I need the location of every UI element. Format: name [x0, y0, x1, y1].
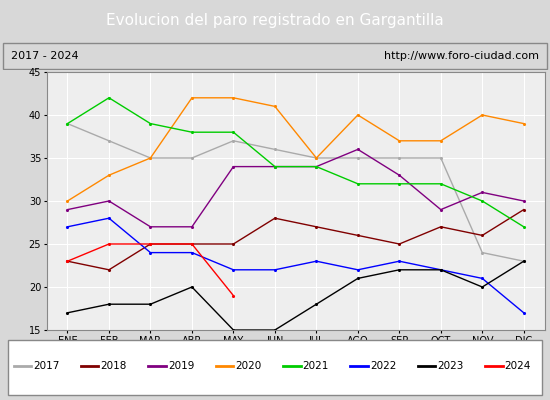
Text: http://www.foro-ciudad.com: http://www.foro-ciudad.com [384, 51, 539, 61]
Text: 2023: 2023 [437, 361, 464, 371]
Text: 2024: 2024 [505, 361, 531, 371]
Text: 2020: 2020 [235, 361, 261, 371]
Text: 2022: 2022 [370, 361, 397, 371]
Text: 2017 - 2024: 2017 - 2024 [11, 51, 79, 61]
Text: 2019: 2019 [168, 361, 194, 371]
Text: Evolucion del paro registrado en Gargantilla: Evolucion del paro registrado en Gargant… [106, 14, 444, 28]
Text: 2021: 2021 [302, 361, 329, 371]
Text: 2018: 2018 [101, 361, 127, 371]
Text: 2017: 2017 [33, 361, 59, 371]
FancyBboxPatch shape [8, 340, 542, 395]
FancyBboxPatch shape [3, 43, 547, 69]
